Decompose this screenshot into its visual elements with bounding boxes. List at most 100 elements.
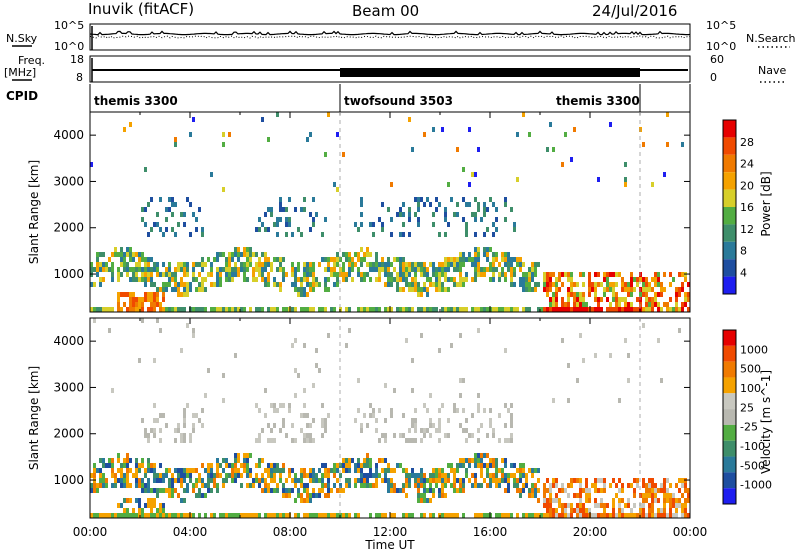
range-gate-cell xyxy=(609,287,612,292)
range-gate-cell xyxy=(456,513,459,518)
range-gate-cell xyxy=(252,277,255,282)
range-gate-cell xyxy=(495,267,498,272)
range-gate-cell xyxy=(219,282,222,287)
range-gate-cell xyxy=(288,473,291,478)
range-gate-cell xyxy=(591,307,594,312)
range-gate-cell xyxy=(411,423,414,428)
range-gate-cell xyxy=(90,262,93,267)
range-gate-cell xyxy=(138,463,141,468)
range-gate-cell xyxy=(147,438,150,443)
range-gate-cell xyxy=(408,212,411,217)
range-gate-cell xyxy=(99,468,102,473)
range-gate-cell xyxy=(207,473,210,478)
range-gate-cell xyxy=(255,438,258,443)
range-gate-cell xyxy=(483,232,486,237)
range-gate-cell xyxy=(492,473,495,478)
range-gate-cell xyxy=(312,383,315,388)
range-gate-cell xyxy=(510,257,513,262)
range-gate-cell xyxy=(444,473,447,478)
range-gate-cell xyxy=(321,473,324,478)
range-gate-cell xyxy=(123,127,126,132)
range-gate-cell xyxy=(333,257,336,262)
range-gate-cell xyxy=(486,267,489,272)
range-gate-cell xyxy=(327,112,330,117)
range-gate-cell xyxy=(366,453,369,458)
range-gate-cell xyxy=(324,483,327,488)
range-gate-cell xyxy=(582,358,585,363)
range-gate-cell xyxy=(504,423,507,428)
range-gate-cell xyxy=(471,307,474,312)
range-gate-cell xyxy=(411,358,414,363)
range-gate-cell xyxy=(330,257,333,262)
range-gate-cell xyxy=(639,272,642,277)
range-gate-cell xyxy=(303,287,306,292)
range-gate-cell xyxy=(579,513,582,518)
range-gate-cell xyxy=(474,513,477,518)
range-gate-cell xyxy=(204,307,207,312)
range-gate-cell xyxy=(153,307,156,312)
range-gate-cell xyxy=(447,418,450,423)
range-gate-cell xyxy=(513,483,516,488)
range-gate-cell xyxy=(99,262,102,267)
range-gate-cell xyxy=(393,513,396,518)
range-gate-cell xyxy=(321,232,324,237)
range-gate-cell xyxy=(186,483,189,488)
range-gate-cell xyxy=(651,503,654,508)
range-gate-cell xyxy=(174,307,177,312)
range-gate-cell xyxy=(336,187,339,192)
range-gate-cell xyxy=(486,257,489,262)
range-gate-cell xyxy=(627,302,630,307)
range-gate-cell xyxy=(117,292,120,297)
range-gate-cell xyxy=(300,207,303,212)
range-gate-cell xyxy=(357,257,360,262)
range-gate-cell xyxy=(402,212,405,217)
range-gate-cell xyxy=(684,503,687,508)
range-gate-cell xyxy=(297,227,300,232)
range-gate-cell xyxy=(249,483,252,488)
range-gate-cell xyxy=(624,287,627,292)
range-gate-cell xyxy=(435,468,438,473)
range-gate-cell xyxy=(519,282,522,287)
range-gate-cell xyxy=(432,222,435,227)
range-gate-cell xyxy=(174,267,177,272)
range-gate-cell xyxy=(141,277,144,282)
range-gate-cell xyxy=(495,483,498,488)
range-gate-cell xyxy=(135,252,138,257)
range-gate-cell xyxy=(279,287,282,292)
velocity-colorbar-cell xyxy=(723,361,736,378)
range-gate-cell xyxy=(648,483,651,488)
range-gate-cell xyxy=(111,473,114,478)
range-gate-cell xyxy=(489,473,492,478)
range-gate-cell xyxy=(456,147,459,152)
range-gate-cell xyxy=(237,247,240,252)
range-gate-cell xyxy=(354,252,357,257)
range-gate-cell xyxy=(444,478,447,483)
range-gate-cell xyxy=(324,152,327,157)
power-colorbar-tick: 20 xyxy=(740,179,754,192)
range-gate-cell xyxy=(132,302,135,307)
range-gate-cell xyxy=(267,463,270,468)
range-gate-cell xyxy=(246,463,249,468)
range-gate-cell xyxy=(336,262,339,267)
range-gate-cell xyxy=(117,252,120,257)
range-gate-cell xyxy=(453,307,456,312)
range-gate-cell xyxy=(471,212,474,217)
range-gate-cell xyxy=(450,463,453,468)
range-gate-cell xyxy=(513,473,516,478)
range-gate-cell xyxy=(360,212,363,217)
range-gate-cell xyxy=(420,428,423,433)
range-gate-cell xyxy=(216,483,219,488)
range-gate-cell xyxy=(549,282,552,287)
range-gate-cell xyxy=(150,292,153,297)
range-gate-cell xyxy=(648,503,651,508)
range-gate-cell xyxy=(312,307,315,312)
range-gate-cell xyxy=(555,513,558,518)
range-gate-cell xyxy=(609,483,612,488)
range-gate-cell xyxy=(366,247,369,252)
range-gate-cell xyxy=(303,468,306,473)
range-gate-cell xyxy=(432,513,435,518)
range-gate-cell xyxy=(156,513,159,518)
range-gate-cell xyxy=(261,307,264,312)
range-gate-cell xyxy=(90,473,93,478)
